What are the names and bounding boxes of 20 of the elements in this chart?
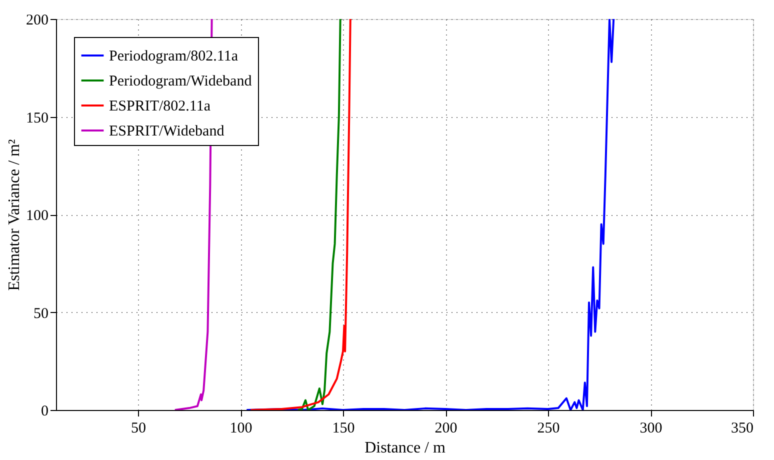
x-tick-label: 350: [731, 420, 754, 436]
y-tick-label: 0: [41, 404, 48, 420]
x-tick-label: 200: [434, 420, 458, 436]
y-tick-label: 100: [26, 208, 48, 224]
legend-label: ESPRIT/802.11a: [109, 98, 211, 114]
line-series: [250, 19, 352, 410]
line-series: [296, 19, 342, 410]
legend-label: Periodogram/Wideband: [109, 74, 252, 90]
y-axis-title: Estimator Variance / m²: [6, 139, 23, 291]
y-tick-label: 150: [26, 110, 48, 126]
y-tick-label: 50: [34, 306, 48, 322]
x-tick-label: 100: [230, 420, 252, 436]
x-tick-label: 50: [131, 420, 146, 436]
legend-label: ESPRIT/Wideband: [109, 124, 225, 140]
x-axis-title: Distance / m: [364, 440, 446, 456]
x-tick-label: 250: [537, 420, 560, 436]
x-tick-label: 150: [332, 420, 355, 436]
y-tick-label: 200: [26, 12, 48, 28]
x-tick-label: 300: [640, 420, 662, 436]
legend-label: Periodogram/802.11a: [109, 48, 238, 64]
